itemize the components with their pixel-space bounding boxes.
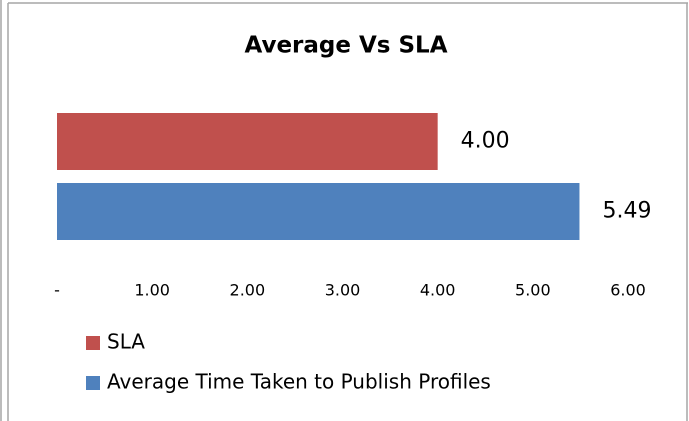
legend-label: SLA xyxy=(107,330,145,354)
chart-title: Average Vs SLA xyxy=(244,33,447,59)
bar xyxy=(57,183,580,240)
data-label: 5.49 xyxy=(602,199,651,224)
bar xyxy=(57,113,438,170)
x-tick-label: 5.00 xyxy=(515,281,551,300)
data-label: 4.00 xyxy=(461,129,510,154)
legend-swatch xyxy=(86,376,100,390)
x-tick-label: 6.00 xyxy=(610,281,646,300)
legend-label: Average Time Taken to Publish Profiles xyxy=(107,370,491,394)
x-tick-label: 4.00 xyxy=(420,281,456,300)
x-tick-label: 2.00 xyxy=(230,281,266,300)
legend-swatch xyxy=(86,336,100,350)
x-tick-label: 3.00 xyxy=(325,281,361,300)
x-tick-label: - xyxy=(54,281,60,300)
x-tick-label: 1.00 xyxy=(134,281,170,300)
